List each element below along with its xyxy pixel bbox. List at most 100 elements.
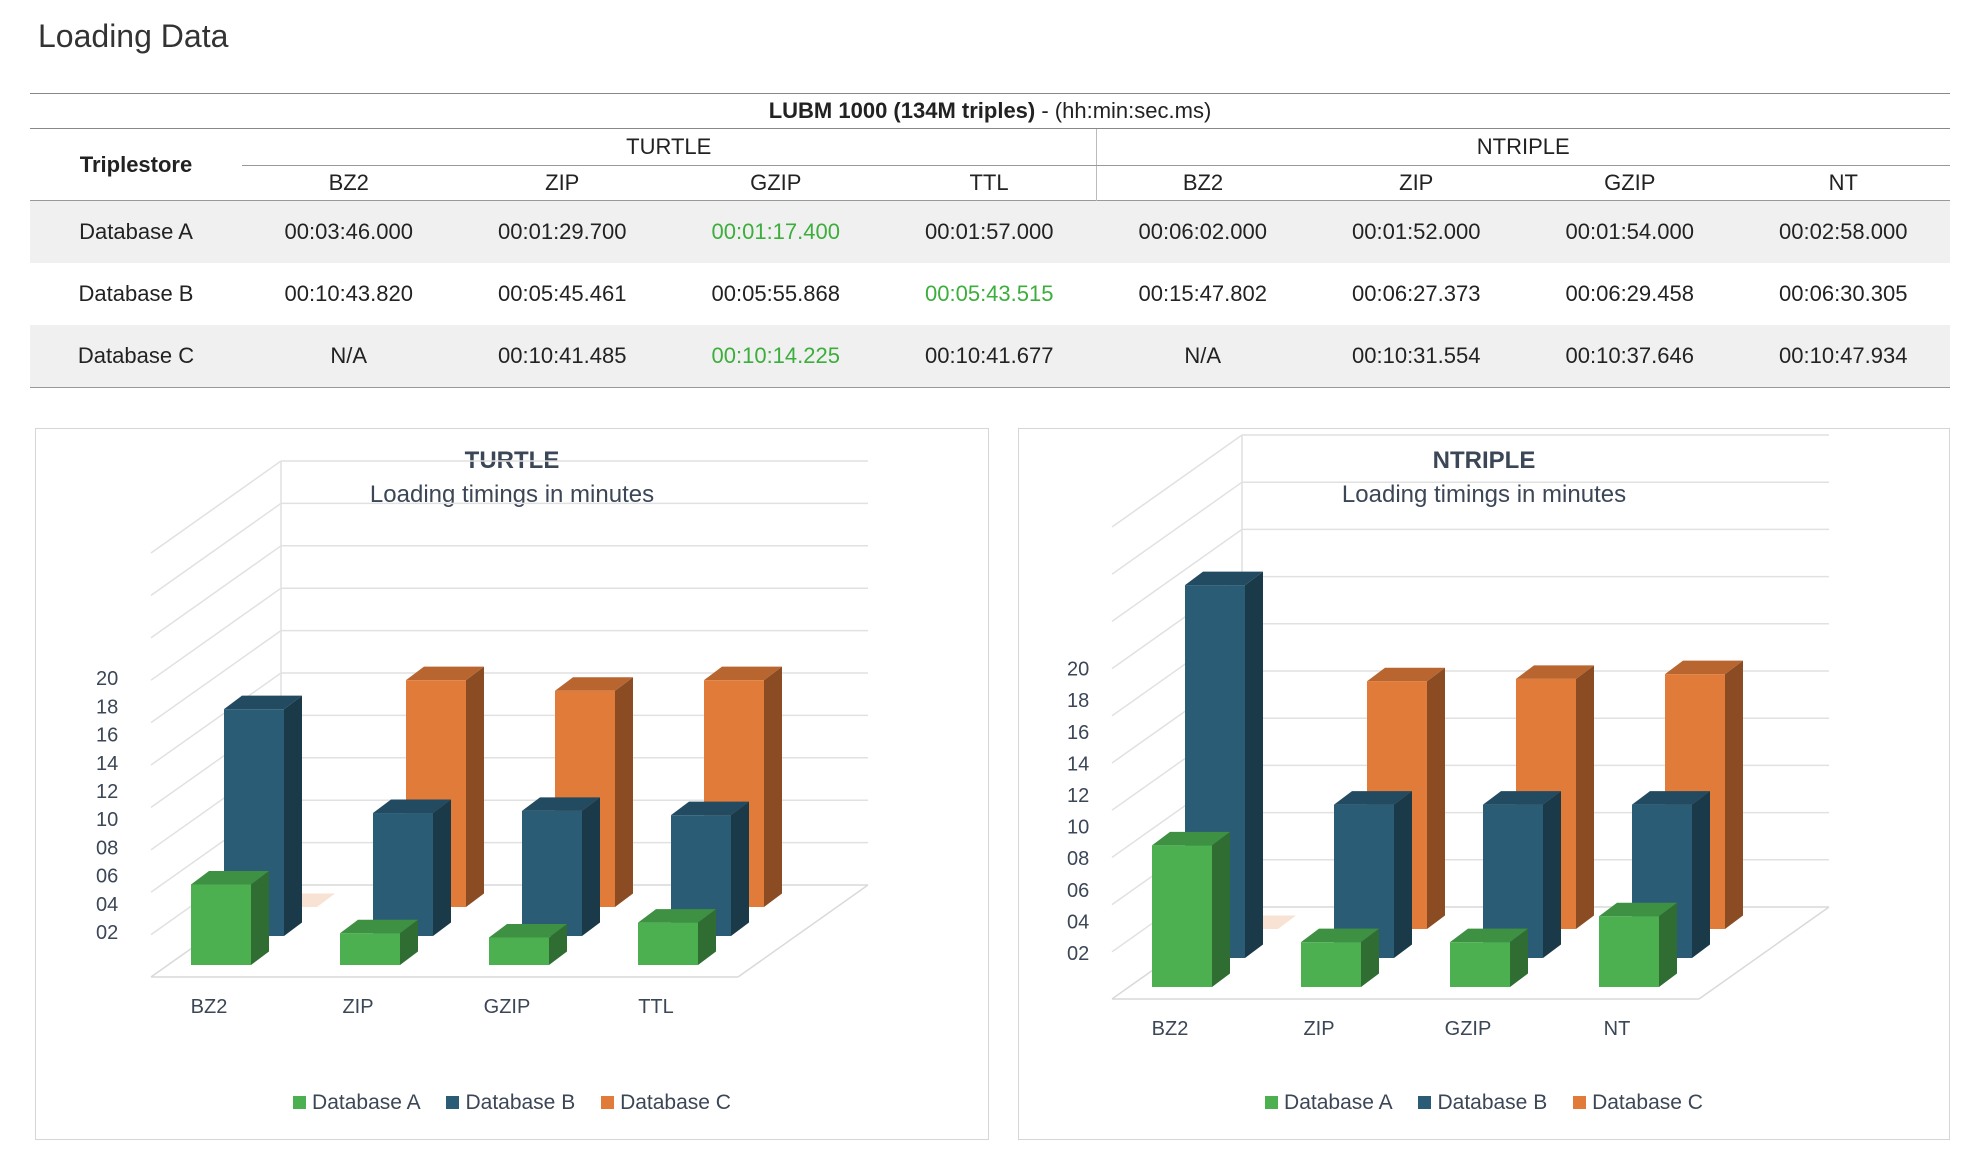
bar-top [1334,791,1412,805]
group-header-turtle: TURTLE [242,128,1097,166]
y-tick-label: 12 [1067,785,1089,807]
legend-item: Database C [601,1091,731,1115]
y-tick-label: 20 [96,668,118,690]
table-cell: 00:15:47.802 [1138,281,1267,306]
row-name: Database A [30,200,242,263]
row-name: Database C [30,325,242,388]
bar-side [1659,902,1677,987]
bar [522,810,582,936]
timings-table: LUBM 1000 (134M triples) - (hh:min:sec.m… [30,93,1950,388]
table-row: Database B 00:10:43.820 00:05:45.461 00:… [30,263,1950,325]
y-tick-label: 10 [1067,817,1089,839]
table-cell: 00:01:57.000 [882,200,1096,263]
chart-legend: Database A Database B Database C [36,1091,988,1115]
bar-top [1516,665,1594,679]
bar-top [373,799,451,814]
gridline-side [150,502,282,597]
bar-side [1725,660,1743,929]
bar-side [1245,571,1263,958]
legend-label: Database B [1437,1091,1548,1114]
table-cell: 00:01:54.000 [1523,200,1737,263]
bar-side [549,923,567,965]
legend-label: Database B [465,1091,576,1114]
legend-label: Database C [620,1091,731,1114]
bar-top [1152,831,1230,846]
format-header: BZ2 [1182,170,1224,195]
table-cell: 00:01:17.400 [669,200,883,263]
legend-item: Database A [293,1091,421,1115]
legend-label: Database A [1284,1091,1393,1114]
triplestore-header: Triplestore [79,151,193,177]
bar-top [555,677,633,691]
y-tick-label: 18 [1067,690,1089,712]
format-header: GZIP [750,170,802,195]
y-tick-label: 16 [1067,722,1089,744]
table-row: Database A 00:03:46.000 00:01:29.700 00:… [30,200,1950,263]
legend-item: Database B [1418,1091,1547,1115]
bar-top [489,923,567,938]
x-tick-label: BZ2 [191,996,228,1018]
page-title: Loading Data [38,18,229,54]
caption-dataset: LUBM 1000 (134M triples) [768,98,1036,123]
bar-top [224,695,302,710]
legend-label: Database C [1592,1091,1703,1114]
bar-top [1367,667,1445,682]
table-cell: 00:10:14.225 [669,325,883,388]
bar-side [433,799,451,936]
table-cell: 00:10:31.554 [1309,325,1523,388]
legend-label: Database A [312,1091,421,1114]
table-cell: 00:10:41.485 [455,325,669,388]
bar-top [1599,902,1677,917]
gridline-side [150,587,282,681]
bar [373,813,433,936]
bar-side [764,666,782,907]
gridline-side [1111,528,1243,623]
bar [1152,845,1212,987]
table-cell: 00:05:45.461 [498,281,627,306]
bar [340,933,400,965]
table-cell: 00:06:02.000 [1096,200,1310,263]
legend-item: Database C [1573,1091,1703,1115]
bar-top [191,870,269,885]
chart-plot: 02 04 06 08 10 12 14 16 18 20 BZ2 ZIP GZIP TTL [96,460,869,1018]
x-tick-label: ZIP [342,996,373,1018]
bar [1450,942,1510,987]
y-tick-label: 18 [96,696,118,718]
y-tick-label: 14 [1067,753,1089,775]
turtle-chart: TURTLE Loading timings in minutes 02 04 06… [35,428,989,1140]
bar-top [1450,928,1528,943]
table-cell: 00:06:27.373 [1352,281,1481,306]
bar-top [1665,660,1743,675]
table-cell: 00:10:41.677 [882,325,1096,388]
y-tick-label: 02 [96,922,118,944]
table-cell: 00:01:52.000 [1309,200,1523,263]
chart-legend: Database A Database B Database C [1019,1091,1949,1115]
bar-side [615,677,633,907]
floor-edge [737,884,869,978]
legend-swatch-database-a [1265,1096,1279,1109]
format-header: TTL [882,165,1097,201]
table-cell: 00:02:58.000 [1736,200,1950,263]
x-tick-label: BZ2 [1152,1018,1189,1040]
bar-top [522,797,600,811]
bar [489,937,549,965]
legend-swatch-database-a [293,1096,307,1109]
ntriple-chart: NTRIPLE Loading timings in minutes 02 04 0… [1018,428,1950,1140]
y-tick-label: 20 [1067,659,1089,681]
table-format-row: BZ2 ZIP GZIP TTL BZ2 ZIP GZIP NT [30,165,1950,201]
chart-subtitle: Loading timings in minutes [1341,481,1627,508]
bar-side [251,870,269,965]
gridline-side [150,545,282,639]
table-cell: 00:10:43.820 [284,281,413,306]
table-cell: 00:05:43.515 [925,281,1054,306]
bar-side [1576,665,1594,929]
bar-side [284,695,302,936]
y-tick-label: 04 [96,894,118,916]
y-tick-label: 10 [96,809,118,831]
bar [191,884,251,965]
gridline-side [150,629,282,724]
table-cell: 00:06:29.458 [1565,281,1694,306]
y-tick-label: 02 [1067,943,1089,965]
y-tick-label: 08 [96,837,118,859]
y-tick-label: 04 [1067,911,1089,933]
